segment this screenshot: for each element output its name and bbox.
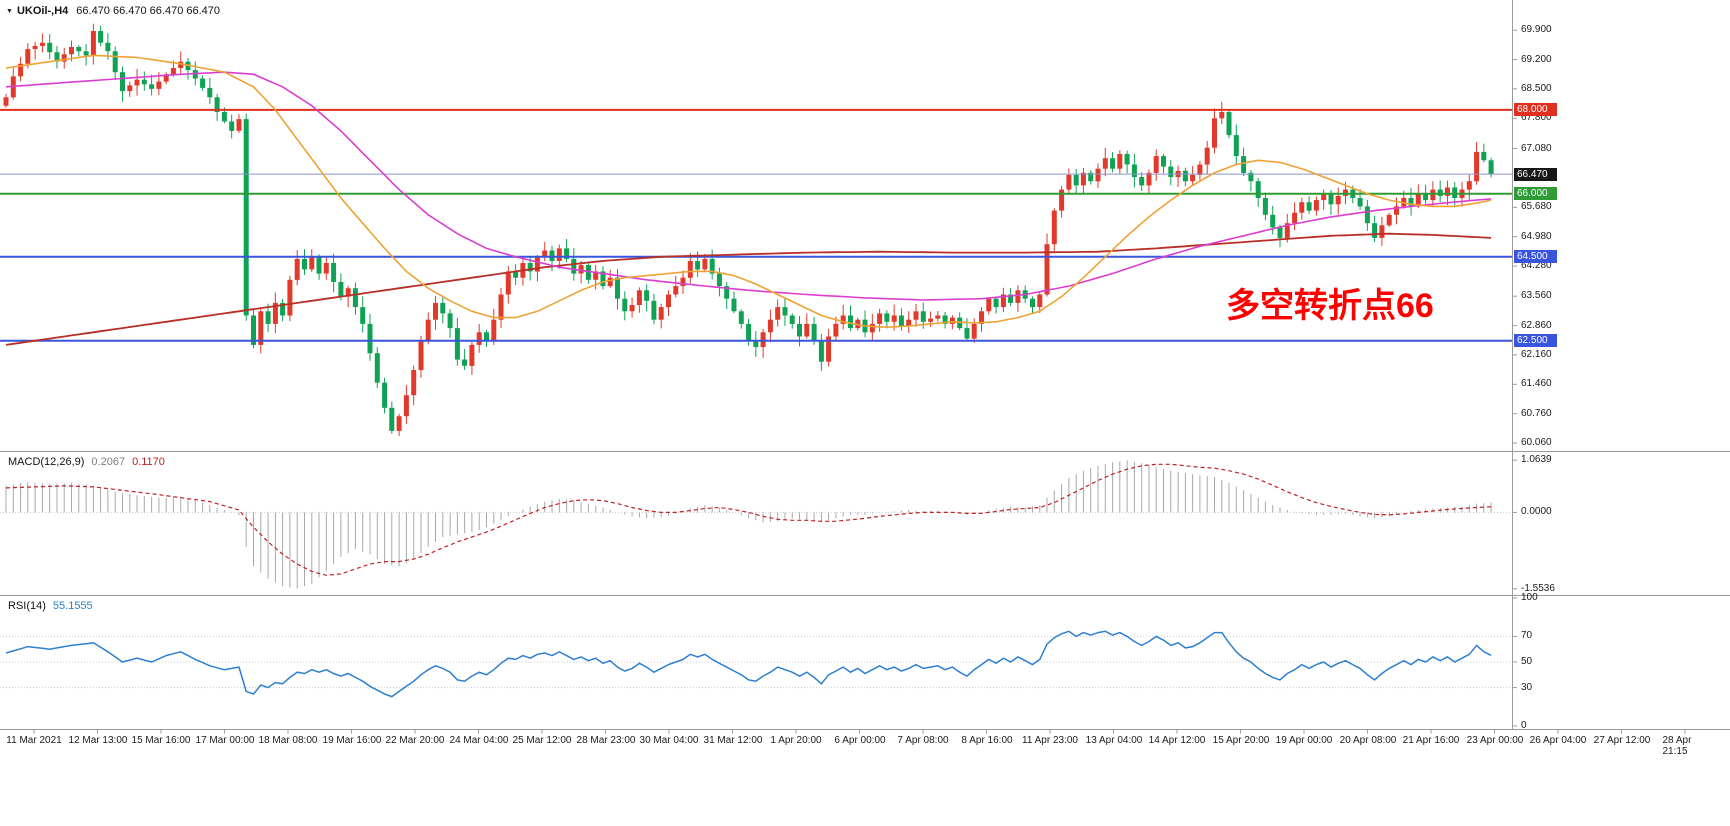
annotation-text: 多空转折点66 [1226, 287, 1434, 325]
time-axis-label: 13 Apr 04:00 [1085, 735, 1143, 746]
symbol-title: UKOil-,H4 [16, 5, 69, 17]
macd-name: MACD(12,26,9) [8, 456, 85, 468]
price-scale-label: 60.760 [1521, 408, 1552, 419]
macd-scale-label: -1.5536 [1521, 583, 1555, 594]
time-axis-label: 25 Mar 12:00 [512, 735, 572, 746]
price-scale-label: 69.900 [1521, 24, 1552, 35]
time-axis-label: 28 Apr 21:15 [1662, 735, 1692, 757]
horizontal-levels[interactable] [0, 108, 1512, 342]
macd-indicator-label: MACD(12,26,9) 0.2067 0.1170 [8, 456, 165, 468]
price-badge-64.500: 64.500 [1514, 250, 1557, 263]
macd-signal-value: 0.1170 [132, 456, 165, 468]
time-axis-label: 31 Mar 12:00 [703, 735, 763, 746]
time-axis-label: 6 Apr 00:00 [834, 735, 886, 746]
time-axis-label: 19 Mar 16:00 [322, 735, 382, 746]
price-scale-label: 60.060 [1521, 437, 1552, 448]
time-axis-label: 27 Apr 12:00 [1593, 735, 1651, 746]
rsi-scale-label: 50 [1521, 656, 1533, 667]
time-axis-label: 11 Mar 2021 [6, 735, 62, 746]
time-axis-label: 15 Mar 16:00 [131, 735, 191, 746]
price-scale[interactable]: 69.900 69.200 68.500 67.800 67.080 65.680 64.9… [1512, 0, 1730, 730]
ma-mid-magenta [5, 71, 1492, 301]
rsi-scale-label: 30 [1521, 682, 1533, 693]
time-axis-label: 23 Apr 00:00 [1466, 735, 1524, 746]
rsi-line [5, 630, 1492, 698]
price-scale-label: 62.160 [1521, 349, 1552, 360]
price-scale-label: 62.860 [1521, 320, 1552, 331]
time-axis-label: 7 Apr 08:00 [897, 735, 949, 746]
time-axis-label: 8 Apr 16:00 [961, 735, 1013, 746]
ma-fast-orange [5, 54, 1492, 329]
rsi-name: RSI(14) [8, 600, 46, 612]
rsi-value: 55.1555 [52, 600, 93, 612]
price-scale-label: 67.080 [1521, 143, 1552, 154]
chart-menu-icon[interactable]: ▼ [6, 7, 13, 15]
macd-main-value: 0.2067 [91, 456, 126, 468]
ma-slow-darkred [5, 232, 1492, 346]
price-scale-label: 63.560 [1521, 290, 1552, 301]
price-scale-label: 61.460 [1521, 378, 1552, 389]
time-axis-label: 24 Mar 04:00 [449, 735, 509, 746]
macd-signal-line [5, 463, 1492, 576]
time-axis-label: 22 Mar 20:00 [385, 735, 445, 746]
price-scale-label: 69.200 [1521, 54, 1552, 65]
price-badge-66.000: 66.000 [1514, 187, 1557, 200]
price-scale-label: 64.980 [1521, 231, 1552, 242]
time-axis-label: 30 Mar 04:00 [639, 735, 699, 746]
time-axis-label: 20 Apr 08:00 [1339, 735, 1397, 746]
price-scale-label: 67.800 [1521, 112, 1552, 123]
time-axis-label: 14 Apr 12:00 [1148, 735, 1206, 746]
price-scale-label: 64.280 [1521, 260, 1552, 271]
time-axis-label: 19 Apr 00:00 [1275, 735, 1333, 746]
time-axis-label: 26 Apr 04:00 [1529, 735, 1587, 746]
macd-scale-label: 1.0639 [1521, 454, 1552, 465]
time-axis-label: 1 Apr 20:00 [770, 735, 822, 746]
rsi-scale-label: 0 [1521, 720, 1527, 731]
rsi-scale-label: 100 [1521, 592, 1538, 603]
rsi-indicator-label: RSI(14) 55.1555 [8, 600, 93, 612]
time-axis-label: 12 Mar 13:00 [68, 735, 128, 746]
time-axis-label: 17 Mar 00:00 [195, 735, 255, 746]
time-axis-label: 18 Mar 08:00 [258, 735, 318, 746]
ohlc-values: 66.470 66.470 66.470 66.470 [76, 5, 221, 17]
chart-title: ▼ UKOil-,H4 66.470 66.470 66.470 66.470 [6, 5, 220, 17]
time-axis[interactable]: 11 Mar 2021 12 Mar 13:00 15 Mar 16:00 17 Ma… [0, 735, 1730, 757]
macd-histogram [5, 460, 1492, 589]
rsi-scale-label: 70 [1521, 630, 1533, 641]
macd-scale: 1.0639 0.0000 -1.5536 [1512, 0, 1730, 730]
price-scale-label: 65.680 [1521, 201, 1552, 212]
price-badge-68.000: 68.000 [1514, 103, 1557, 116]
time-axis-label: 11 Apr 23:00 [1022, 735, 1078, 746]
time-axis-label: 21 Apr 16:00 [1402, 735, 1460, 746]
time-axis-label: 15 Apr 20:00 [1212, 735, 1270, 746]
rsi-scale: 100 70 50 30 0 [1512, 0, 1730, 731]
macd-scale-label: 0.0000 [1521, 506, 1552, 517]
price-scale-label: 68.500 [1521, 83, 1552, 94]
price-badge-62.500: 62.500 [1514, 334, 1557, 347]
price-badge-66.470: 66.470 [1514, 168, 1557, 181]
time-axis-label: 28 Mar 23:00 [576, 735, 636, 746]
